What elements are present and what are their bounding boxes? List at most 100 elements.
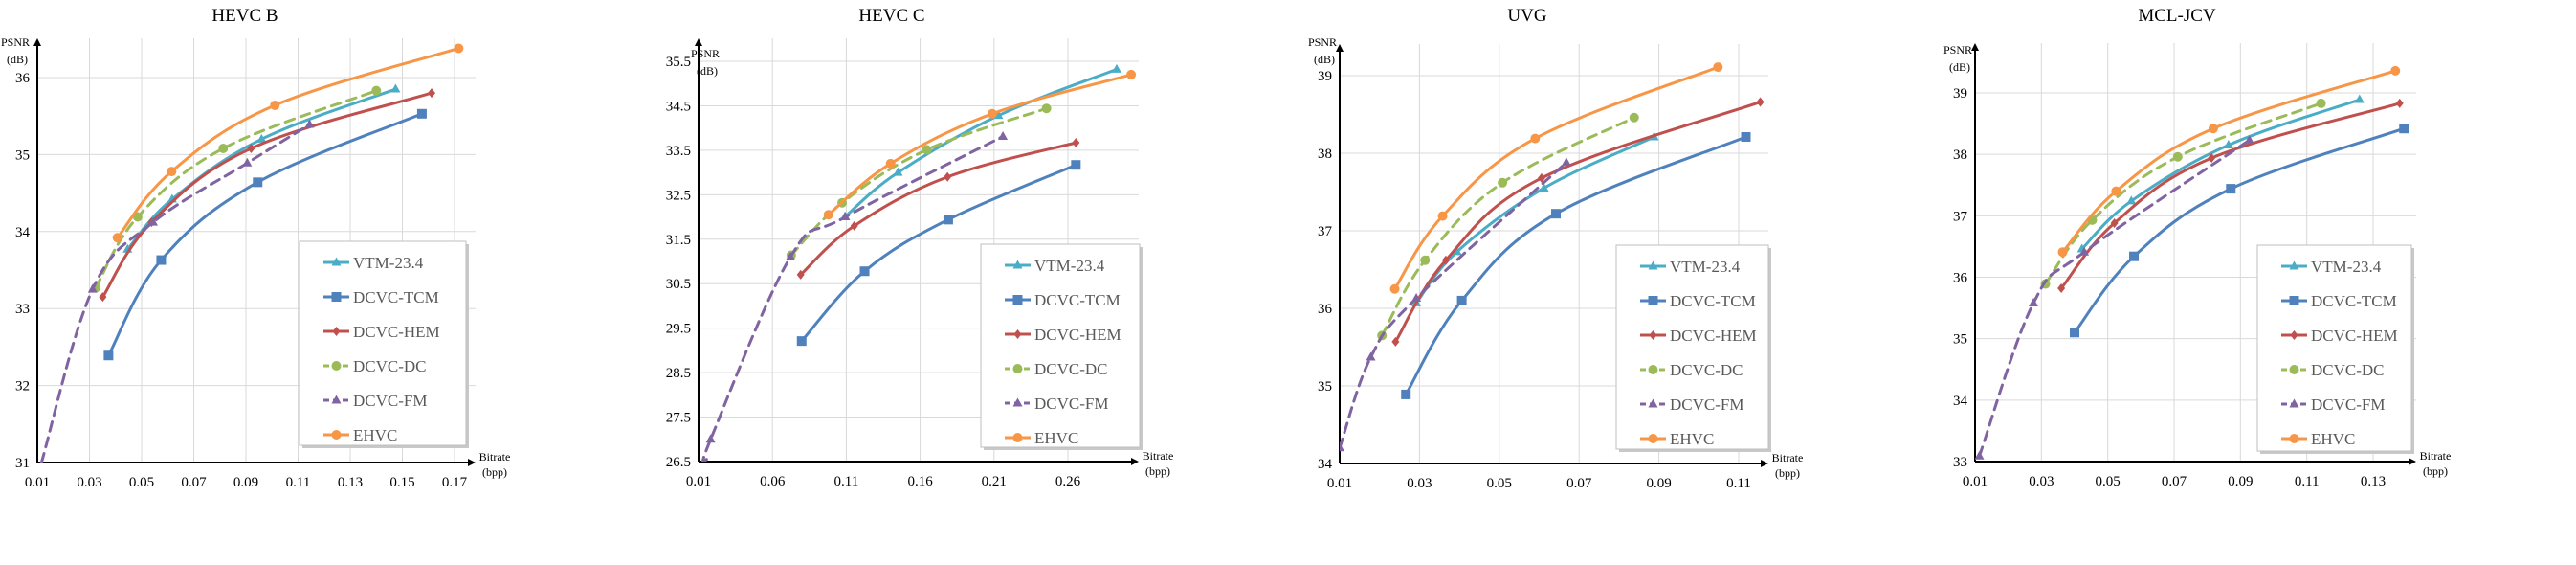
diamond-marker [428,88,436,99]
series-dcvc-fm [1340,157,1571,452]
y-tick-label: 33 [1953,455,1967,470]
legend-item: EHVC [2281,430,2355,448]
legend-label: DCVC-HEM [1670,327,1757,345]
y-tick-label: 31 [15,456,30,471]
circle-marker [2289,365,2299,374]
series-vtm-23.4 [122,83,401,253]
legend-label: DCVC-HEM [2311,327,2398,345]
legend-label: DCVC-DC [2311,361,2385,379]
x-tick-label: 0.01 [1327,476,1352,491]
legend-item: EHVC [1640,430,1714,448]
chart-hevc-c: HEVC C 0.01 0.06 0.11 0.16 0.21 0.26 26.5 27.5 28… [666,6,1174,489]
y-tick-label: 30.5 [666,277,691,292]
triangle-marker [1012,397,1023,407]
x-axis-label: Bitrate [1772,451,1804,464]
series-line [116,46,460,239]
legend-item: VTM-23.4 [1005,257,1105,275]
legend: VTM-23.4 DCVC-TCM DCVC-HEM DCVC-DC DCVC-FM EH… [1615,244,1771,452]
diamond-marker [247,143,255,153]
x-axis-label: Bitrate [2420,449,2452,463]
y-axis-arrow-icon [1971,43,1979,51]
legend-label: DCVC-FM [1034,395,1108,413]
triangle-marker [331,395,342,404]
square-marker [2289,296,2299,305]
legend-label: DCVC-HEM [353,323,440,341]
diamond-marker [1391,336,1400,347]
circle-marker [2208,124,2218,134]
square-marker [796,336,807,347]
y-tick-label: 34 [15,225,31,240]
x-tick-label: 0.01 [1963,474,1988,489]
triangle-marker [1012,260,1023,269]
x-tick-label: 0.06 [760,474,786,489]
legend-box [299,240,467,446]
legend-label: DCVC-TCM [1034,291,1121,309]
series-line [39,123,311,463]
circle-marker [1629,112,1639,123]
series-ehvc [112,43,464,243]
x-tick-label: 0.16 [907,474,933,489]
diamond-marker [99,292,107,303]
series-dcvc-dc [786,103,1052,260]
x-tick-label: 0.09 [2228,474,2253,489]
square-marker [2070,328,2079,338]
x-tick-label: 0.09 [233,475,258,490]
x-tick-label: 0.17 [442,475,468,490]
x-axis-unit: (bpp) [482,465,507,479]
circle-marker [1012,364,1023,373]
legend-label: DCVC-DC [1034,360,1108,378]
diamond-marker [1072,137,1080,147]
square-marker [2226,184,2236,194]
y-tick-label: 28.5 [666,366,691,381]
circle-marker [167,167,177,177]
triangle-marker [256,133,267,143]
legend-item: EHVC [1005,429,1078,447]
series-dcvc-fm [1975,134,2254,460]
legend-label: VTM-23.4 [1034,257,1105,275]
legend-label: DCVC-DC [353,357,427,375]
diamond-marker [2290,330,2298,340]
diamond-marker [1441,255,1450,265]
series-line [2080,98,2362,251]
chart-uvg: UVG 0.01 0.03 0.05 0.07 0.09 0.11 34 35 36 37 38 39 B… [1308,6,1803,491]
legend-label: EHVC [2311,430,2355,448]
y-tick-label: 33 [15,302,30,317]
x-tick-label: 0.26 [1055,474,1081,489]
x-tick-label: 0.07 [2162,474,2187,489]
x-tick-label: 0.07 [181,475,207,490]
x-tick-label: 0.01 [25,475,50,490]
diamond-marker [2208,153,2216,164]
legend-label: DCVC-FM [353,392,427,410]
circle-marker [331,430,342,440]
square-marker [2399,124,2409,134]
y-axis-label: PSNR [691,47,720,60]
y-tick-label: 34 [1953,394,1968,409]
square-marker [1071,160,1081,170]
series-line [106,112,424,357]
x-tick-label: 0.13 [2361,474,2386,489]
triangle-marker [998,130,1009,140]
square-marker [331,292,342,302]
legend-item: DCVC-DC [1005,360,1108,378]
x-tick-label: 0.07 [1566,476,1592,491]
x-tick-label: 0.09 [1646,476,1671,491]
triangle-marker [2244,134,2254,144]
square-marker [943,215,953,225]
legend-label: VTM-23.4 [2311,258,2382,276]
chart-mcl-jcv: MCL-JCV 0.01 0.03 0.05 0.07 0.09 0.11 0.13 33 34 3… [1943,6,2451,489]
y-tick-label: 35.5 [666,55,691,70]
y-tick-label: 39 [1953,86,1967,102]
y-axis-arrow-icon [33,38,41,46]
diamond-marker [850,220,858,231]
series-dcvc-fm [39,119,315,463]
chart-title: MCL-JCV [2138,6,2216,26]
legend: VTM-23.4 DCVC-TCM DCVC-HEM DCVC-DC DCVC-FM EH… [980,243,1143,450]
chart-hevc-b: HEVC B 0.01 0.03 0.05 0.07 0.09 0.11 0.13 0.15 0.… [1,6,510,490]
legend: VTM-23.4 DCVC-TCM DCVC-HEM DCVC-DC DCVC-FM EH… [2256,244,2414,454]
triangle-marker [1648,398,1658,408]
series-dcvc-hem [2057,98,2404,294]
circle-marker [2172,151,2183,162]
square-marker [1551,209,1562,219]
square-marker [1401,389,1411,399]
circle-marker [987,108,997,119]
